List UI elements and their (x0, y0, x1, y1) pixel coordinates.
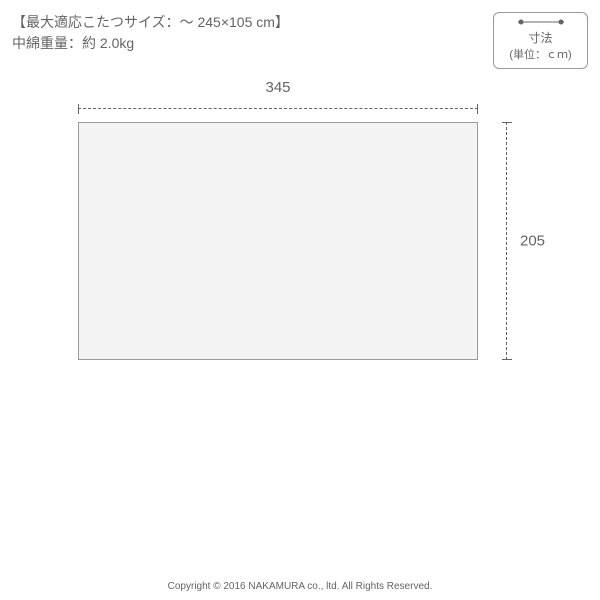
width-dim-line (78, 108, 478, 109)
height-value: 205 (520, 233, 545, 250)
width-value: 345 (265, 79, 290, 96)
product-rectangle (78, 122, 478, 360)
height-dimension: 205 (496, 122, 516, 360)
header-row: 【最大適応こたつサイズ：～ 245×105 cm】 中綿重量：約 2.0kg 寸… (12, 12, 588, 69)
spec-line-1: 【最大適応こたつサイズ：～ 245×105 cm】 (12, 12, 289, 33)
spec-line-2: 中綿重量：約 2.0kg (12, 33, 289, 54)
diagram-area: 345 205 (0, 98, 600, 360)
width-dimension: 345 (78, 98, 478, 118)
height-dim-line (506, 122, 507, 360)
legend-label: 寸法 (528, 31, 552, 45)
legend-unit: (単位：ｃｍ) (509, 49, 571, 61)
spec-text: 【最大適応こたつサイズ：～ 245×105 cm】 中綿重量：約 2.0kg (12, 12, 289, 54)
legend-box: 寸法 (単位：ｃｍ) (493, 12, 588, 69)
legend-line-icon (518, 17, 564, 27)
diagram-row: 205 (78, 122, 516, 360)
copyright-text: Copyright © 2016 NAKAMURA co., ltd. All … (0, 581, 600, 592)
